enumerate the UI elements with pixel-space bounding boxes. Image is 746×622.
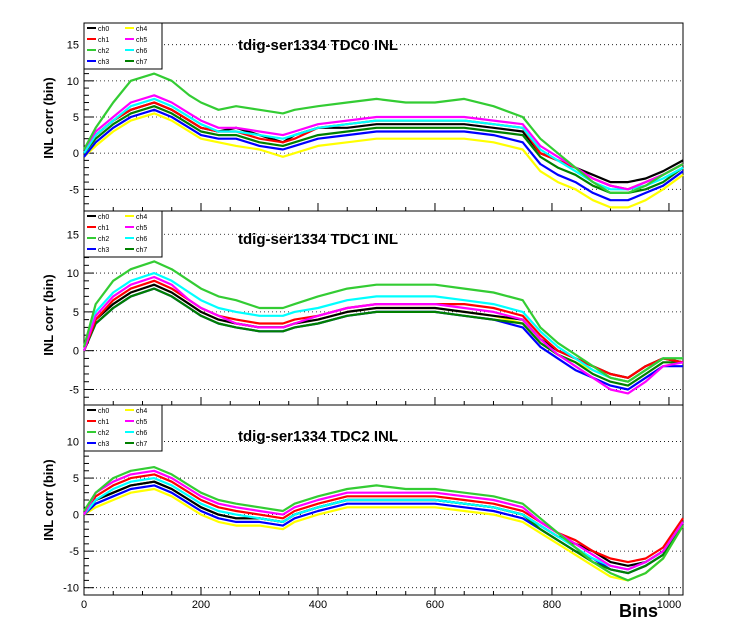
y-tick-label: -5 xyxy=(69,384,79,396)
y-tick-label: 15 xyxy=(67,229,79,241)
legend-box xyxy=(83,22,163,70)
y-tick-label: -10 xyxy=(63,583,79,595)
x-tick-label: 200 xyxy=(192,599,210,611)
y-tick-label: 5 xyxy=(73,112,79,124)
x-axis-label: Bins xyxy=(619,601,658,621)
legend-label-ch5: ch5 xyxy=(136,419,147,426)
series-line-ch2 xyxy=(83,72,684,194)
legend-label-ch0: ch0 xyxy=(98,408,109,415)
panel-tdc2: tdig-ser1334 TDC2 INL INL corr (bin) -10… xyxy=(41,404,684,611)
legend-box xyxy=(83,210,163,258)
series-line-ch5 xyxy=(83,469,684,571)
y-tick-label: 10 xyxy=(67,76,79,88)
series-line-ch2 xyxy=(82,260,683,383)
legend-label-ch3: ch3 xyxy=(98,247,109,254)
y-axis-label: INL corr (bin) xyxy=(41,77,56,158)
y-tick-label: -5 xyxy=(69,546,79,558)
panel-title: tdig-ser1334 TDC1 INL xyxy=(238,231,398,248)
x-tick-label: 400 xyxy=(309,599,327,611)
series-line-ch7 xyxy=(82,287,683,387)
panel-title: tdig-ser1334 TDC2 INL xyxy=(238,428,398,445)
legend: ch0 ch1 ch2 ch3 ch4 ch5 ch6 ch7 xyxy=(83,22,163,70)
y-tick-label: 5 xyxy=(73,473,79,485)
x-tick-label: 1000 xyxy=(657,599,681,611)
legend-label-ch5: ch5 xyxy=(136,37,147,44)
legend-label-ch6: ch6 xyxy=(136,48,147,55)
legend-label-ch1: ch1 xyxy=(98,225,109,232)
series-line-ch5 xyxy=(83,94,684,191)
y-tick-label: 10 xyxy=(67,437,79,449)
legend-label-ch7: ch7 xyxy=(136,59,147,66)
y-axis-label: INL corr (bin) xyxy=(41,459,56,540)
y-tick-label: 15 xyxy=(67,40,79,52)
y-tick-label: 5 xyxy=(73,307,79,319)
y-tick-label: 0 xyxy=(73,148,79,160)
x-tick-label: 600 xyxy=(426,599,444,611)
legend: ch0 ch1 ch2 ch3 ch4 ch5 ch6 ch7 xyxy=(83,404,163,452)
x-tick-label: 800 xyxy=(543,599,561,611)
legend-label-ch6: ch6 xyxy=(136,430,147,437)
series-line-ch4 xyxy=(83,112,684,209)
legend-label-ch7: ch7 xyxy=(136,247,147,254)
legend-label-ch0: ch0 xyxy=(98,214,109,221)
series-line-ch1 xyxy=(83,473,684,564)
legend-label-ch2: ch2 xyxy=(98,236,109,243)
y-tick-label: 0 xyxy=(73,510,79,522)
legend-label-ch1: ch1 xyxy=(98,37,109,44)
legend-label-ch1: ch1 xyxy=(98,419,109,426)
legend-label-ch4: ch4 xyxy=(136,214,147,221)
legend-label-ch5: ch5 xyxy=(136,225,147,232)
y-tick-label: -5 xyxy=(69,184,79,196)
legend-label-ch7: ch7 xyxy=(136,441,147,448)
x-tick-label: 0 xyxy=(81,599,87,611)
series-line-ch6 xyxy=(83,477,684,571)
series-line-ch5 xyxy=(82,275,684,395)
legend-label-ch3: ch3 xyxy=(98,441,109,448)
series-line-ch6 xyxy=(82,272,683,383)
panel-tdc1: tdig-ser1334 TDC1 INL INL corr (bin) -5 0… xyxy=(41,210,684,406)
y-tick-label: 10 xyxy=(67,268,79,280)
series-line-ch4 xyxy=(83,487,684,582)
legend-label-ch2: ch2 xyxy=(98,430,109,437)
legend-label-ch0: ch0 xyxy=(98,26,109,33)
y-axis-label: INL corr (bin) xyxy=(41,274,56,355)
series-line-ch2 xyxy=(83,466,684,582)
legend-label-ch3: ch3 xyxy=(98,59,109,66)
series-line-ch7 xyxy=(83,105,684,194)
legend-label-ch4: ch4 xyxy=(136,408,147,415)
legend-label-ch2: ch2 xyxy=(98,48,109,55)
legend: ch0 ch1 ch2 ch3 ch4 ch5 ch6 ch7 xyxy=(83,210,163,258)
series-line-ch3 xyxy=(83,108,684,202)
panel-title: tdig-ser1334 TDC0 INL xyxy=(238,37,398,54)
y-tick-label: 0 xyxy=(73,346,79,358)
legend-box xyxy=(83,404,163,452)
legend-label-ch6: ch6 xyxy=(136,236,147,243)
panel-tdc0: tdig-ser1334 TDC0 INL INL corr (bin) -5 0… xyxy=(41,22,684,212)
legend-label-ch4: ch4 xyxy=(136,26,147,33)
